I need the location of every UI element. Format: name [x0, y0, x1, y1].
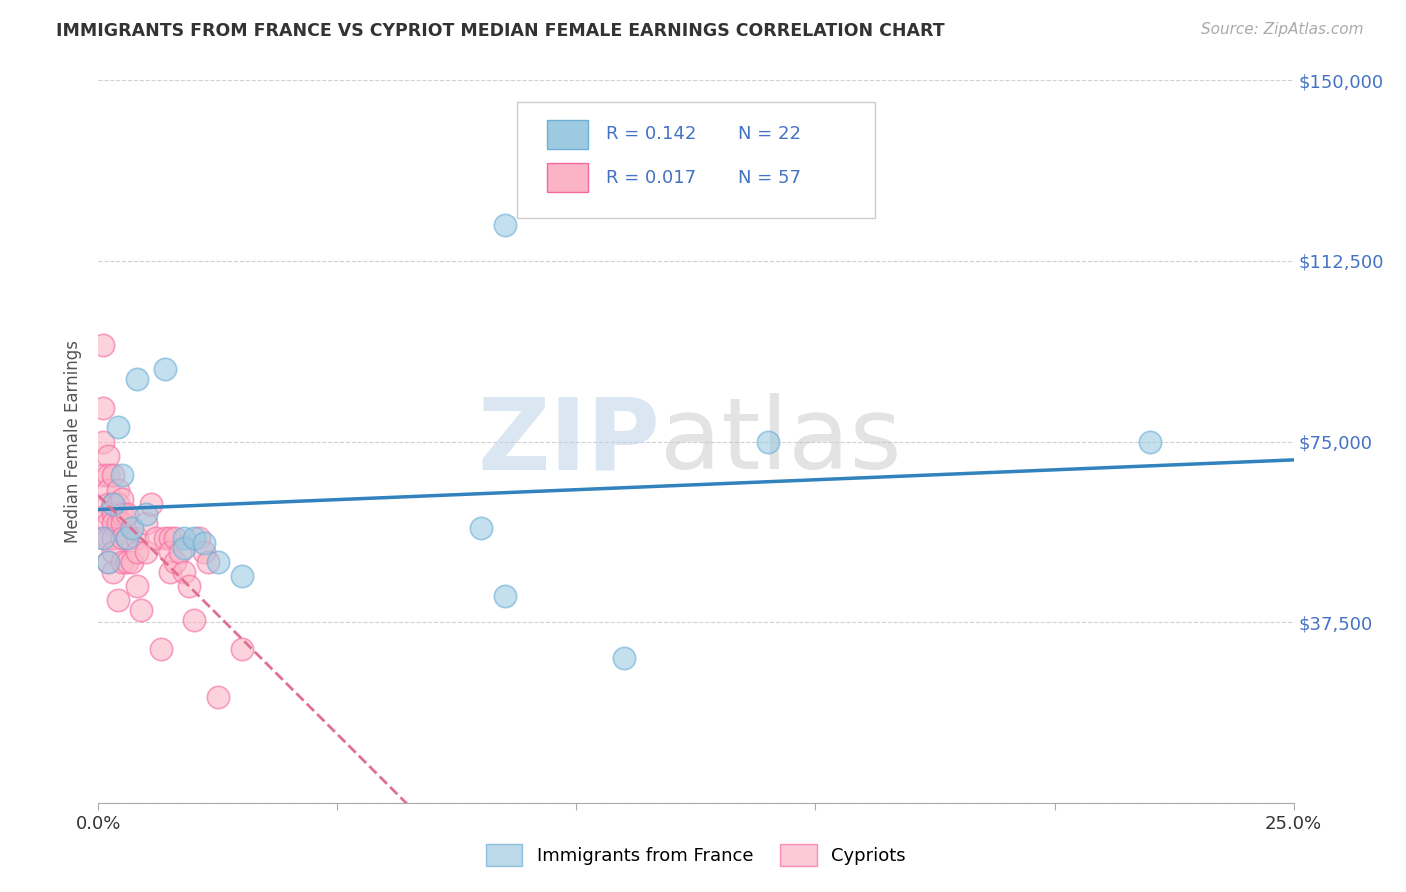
- Point: [139, 497, 162, 511]
- Text: R = 0.142: R = 0.142: [606, 126, 697, 144]
- Point: [179, 579, 201, 593]
- Point: [125, 545, 148, 559]
- Point: [101, 497, 124, 511]
- Point: [207, 555, 229, 569]
- FancyBboxPatch shape: [547, 163, 589, 193]
- Point: [111, 516, 134, 531]
- Point: [125, 579, 148, 593]
- Point: [163, 555, 186, 569]
- Point: [494, 589, 516, 603]
- Legend: Immigrants from France, Cypriots: Immigrants from France, Cypriots: [479, 837, 912, 873]
- Point: [125, 372, 148, 386]
- Point: [107, 483, 129, 497]
- Point: [135, 507, 157, 521]
- Point: [111, 507, 134, 521]
- Point: [183, 531, 205, 545]
- Point: [97, 483, 120, 497]
- Point: [101, 516, 124, 531]
- Point: [159, 545, 181, 559]
- Point: [107, 593, 129, 607]
- Text: Source: ZipAtlas.com: Source: ZipAtlas.com: [1201, 22, 1364, 37]
- Point: [111, 555, 134, 569]
- Text: atlas: atlas: [661, 393, 901, 490]
- Point: [111, 492, 134, 507]
- Point: [163, 531, 186, 545]
- Point: [107, 420, 129, 434]
- Point: [97, 507, 120, 521]
- Point: [145, 531, 167, 545]
- Text: R = 0.017: R = 0.017: [606, 169, 696, 186]
- Point: [207, 690, 229, 704]
- Point: [173, 565, 195, 579]
- Point: [91, 338, 114, 352]
- Point: [97, 468, 120, 483]
- Point: [115, 555, 138, 569]
- Point: [187, 531, 209, 545]
- Y-axis label: Median Female Earnings: Median Female Earnings: [65, 340, 83, 543]
- Point: [197, 555, 219, 569]
- Point: [193, 535, 215, 549]
- Point: [101, 565, 124, 579]
- Point: [125, 531, 148, 545]
- Point: [115, 531, 138, 545]
- Point: [97, 449, 120, 463]
- Point: [97, 555, 120, 569]
- Point: [101, 497, 124, 511]
- Point: [101, 545, 124, 559]
- Point: [159, 565, 181, 579]
- Point: [149, 641, 172, 656]
- Point: [135, 516, 157, 531]
- Point: [169, 545, 191, 559]
- Point: [183, 613, 205, 627]
- Point: [131, 603, 153, 617]
- Point: [91, 434, 114, 449]
- Point: [111, 468, 134, 483]
- Point: [107, 497, 129, 511]
- Point: [613, 651, 636, 665]
- Point: [91, 531, 114, 545]
- Text: N = 57: N = 57: [738, 169, 801, 186]
- Point: [101, 468, 124, 483]
- Point: [97, 555, 120, 569]
- Point: [135, 545, 157, 559]
- Point: [101, 507, 124, 521]
- Point: [91, 401, 114, 415]
- Point: [193, 545, 215, 559]
- Point: [97, 531, 120, 545]
- Point: [97, 516, 120, 531]
- Point: [231, 641, 253, 656]
- Point: [121, 555, 143, 569]
- FancyBboxPatch shape: [547, 120, 589, 149]
- Point: [231, 569, 253, 583]
- Point: [91, 468, 114, 483]
- Text: ZIP: ZIP: [477, 393, 661, 490]
- Point: [111, 531, 134, 545]
- Point: [101, 531, 124, 545]
- Point: [1139, 434, 1161, 449]
- Point: [91, 531, 114, 545]
- FancyBboxPatch shape: [517, 102, 876, 218]
- Point: [115, 531, 138, 545]
- Point: [107, 516, 129, 531]
- Point: [756, 434, 779, 449]
- Point: [173, 531, 195, 545]
- Point: [159, 531, 181, 545]
- Point: [155, 362, 177, 376]
- Text: IMMIGRANTS FROM FRANCE VS CYPRIOT MEDIAN FEMALE EARNINGS CORRELATION CHART: IMMIGRANTS FROM FRANCE VS CYPRIOT MEDIAN…: [56, 22, 945, 40]
- Text: N = 22: N = 22: [738, 126, 801, 144]
- Point: [173, 541, 195, 555]
- Point: [97, 497, 120, 511]
- Point: [494, 218, 516, 232]
- Point: [115, 507, 138, 521]
- Point: [155, 531, 177, 545]
- Point: [121, 521, 143, 535]
- Point: [470, 521, 492, 535]
